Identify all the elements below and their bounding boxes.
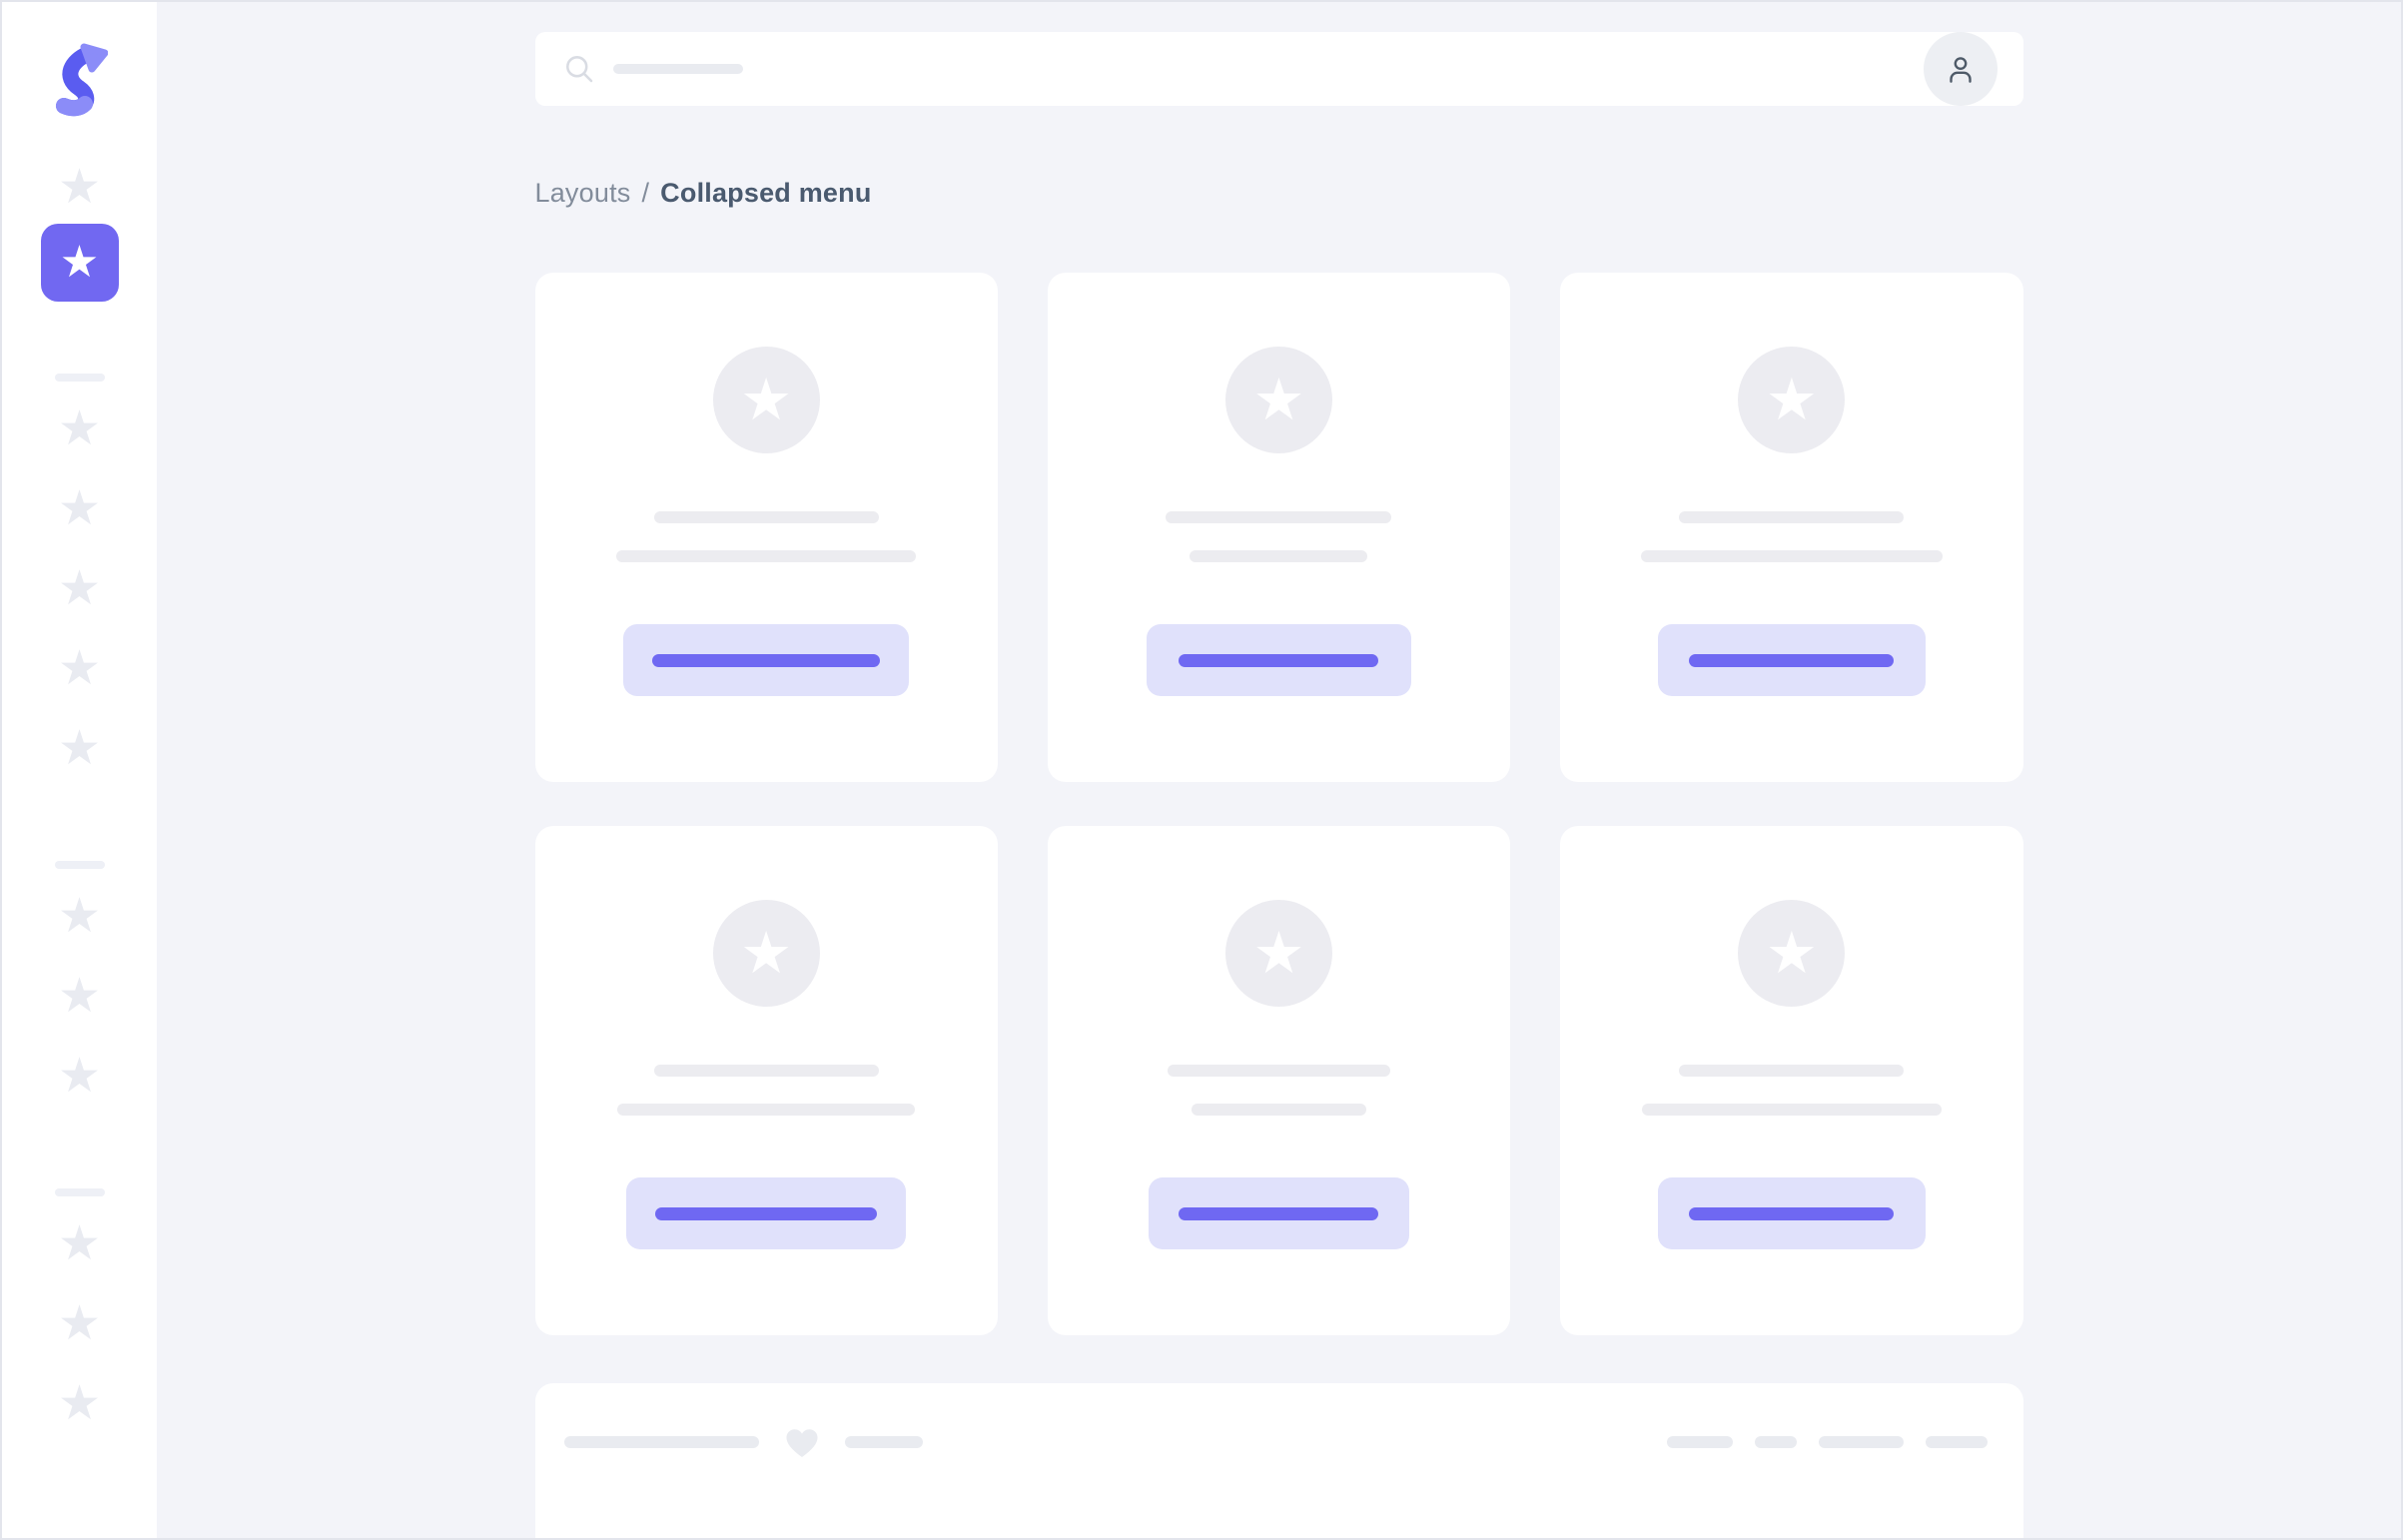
button-label-placeholder	[652, 653, 881, 667]
placeholder-text-line	[1166, 511, 1392, 523]
placeholder-card: ★	[534, 826, 998, 1335]
footer-bar-left-2	[844, 1436, 923, 1448]
button-label-placeholder	[655, 1206, 878, 1220]
sidebar-groups: ★ ★ ★ ★ ★ ★ ★ ★ ★ ★ ★	[54, 302, 105, 1430]
breadcrumb-current: Collapsed menu	[660, 178, 872, 208]
placeholder-bar	[1754, 1436, 1797, 1448]
star-icon: ★	[1252, 367, 1305, 432]
placeholder-card: ★	[534, 273, 998, 782]
placeholder-text-line	[653, 1065, 879, 1077]
search-placeholder-bar	[612, 64, 743, 74]
sidebar: ★ ★ ★ ★ ★ ★ ★ ★ ★ ★ ★ ★ ★	[2, 2, 157, 1538]
placeholder-text-line	[1190, 550, 1368, 562]
button-label-placeholder	[1689, 653, 1895, 667]
card-action-button[interactable]	[1657, 1177, 1926, 1249]
placeholder-card: ★	[1560, 273, 2023, 782]
sidebar-item-star[interactable]: ★	[57, 1377, 102, 1430]
avatar: ★	[712, 900, 820, 1007]
placeholder-text-line	[653, 511, 879, 523]
sidebar-item-star[interactable]: ★	[57, 890, 102, 943]
footer-right-bars	[1666, 1436, 1988, 1448]
card-action-button[interactable]	[623, 624, 910, 696]
card-action-button[interactable]	[626, 1177, 907, 1249]
breadcrumb-parent[interactable]: Layouts	[534, 178, 631, 208]
avatar: ★	[1738, 347, 1846, 453]
star-icon: ★	[1252, 920, 1305, 986]
button-label-placeholder	[1179, 653, 1379, 667]
footer-bar-left-1	[563, 1436, 759, 1448]
placeholder-card: ★	[1047, 826, 1511, 1335]
search-icon	[561, 51, 597, 87]
sidebar-item-star[interactable]: ★	[57, 161, 102, 214]
sidebar-item-star[interactable]: ★	[57, 642, 102, 695]
sidebar-item-star[interactable]: ★	[57, 722, 102, 775]
placeholder-bar	[1818, 1436, 1904, 1448]
card-action-button[interactable]	[1148, 1177, 1409, 1249]
s-arrow-logo-icon	[55, 43, 108, 117]
placeholder-text-line	[1640, 550, 1943, 562]
placeholder-card: ★	[1047, 273, 1511, 782]
sidebar-divider	[54, 861, 105, 869]
sidebar-item-star[interactable]: ★	[57, 482, 102, 535]
sidebar-item-star-active[interactable]: ★	[40, 224, 119, 302]
star-icon: ★	[1765, 920, 1818, 986]
avatar: ★	[712, 347, 820, 453]
footer-row	[563, 1424, 1988, 1460]
sidebar-divider	[54, 1188, 105, 1196]
footer-bar	[534, 1383, 2023, 1538]
button-label-placeholder	[1179, 1206, 1379, 1220]
star-icon: ★	[1765, 367, 1818, 432]
app-logo[interactable]	[52, 42, 108, 120]
avatar: ★	[1224, 900, 1332, 1007]
card-grid: ★ ★ ★ ★	[534, 273, 2023, 1335]
placeholder-text-line	[1679, 1065, 1905, 1077]
placeholder-text-line	[1191, 1104, 1366, 1116]
sidebar-divider	[54, 374, 105, 382]
placeholder-bar	[1925, 1436, 1988, 1448]
placeholder-text-line	[1167, 1065, 1390, 1077]
button-label-placeholder	[1689, 1206, 1895, 1220]
profile-button[interactable]	[1923, 32, 1998, 106]
topbar	[534, 32, 2023, 106]
star-icon: ★	[740, 367, 793, 432]
placeholder-text-line	[616, 550, 917, 562]
user-icon	[1949, 57, 1972, 83]
placeholder-text-line	[617, 1104, 916, 1116]
sidebar-item-star[interactable]: ★	[57, 970, 102, 1023]
placeholder-card: ★	[1560, 826, 2023, 1335]
avatar: ★	[1738, 900, 1846, 1007]
card-action-button[interactable]	[1657, 624, 1926, 696]
placeholder-bar	[1666, 1436, 1733, 1448]
breadcrumb: Layouts / Collapsed menu	[535, 176, 2023, 210]
search-input[interactable]	[561, 32, 1924, 106]
star-icon: ★	[740, 920, 793, 986]
placeholder-text-line	[1679, 511, 1905, 523]
card-action-button[interactable]	[1146, 624, 1411, 696]
breadcrumb-separator: /	[641, 178, 650, 208]
heart-icon	[783, 1424, 821, 1460]
main-content: Layouts / Collapsed menu ★ ★ ★	[157, 2, 2401, 1538]
star-icon: ★	[59, 238, 100, 287]
sidebar-item-star[interactable]: ★	[57, 1217, 102, 1270]
sidebar-item-star[interactable]: ★	[57, 1050, 102, 1103]
sidebar-item-star[interactable]: ★	[57, 402, 102, 455]
sidebar-item-star[interactable]: ★	[57, 562, 102, 615]
avatar: ★	[1224, 347, 1332, 453]
sidebar-item-star[interactable]: ★	[57, 1297, 102, 1350]
placeholder-text-line	[1641, 1104, 1942, 1116]
